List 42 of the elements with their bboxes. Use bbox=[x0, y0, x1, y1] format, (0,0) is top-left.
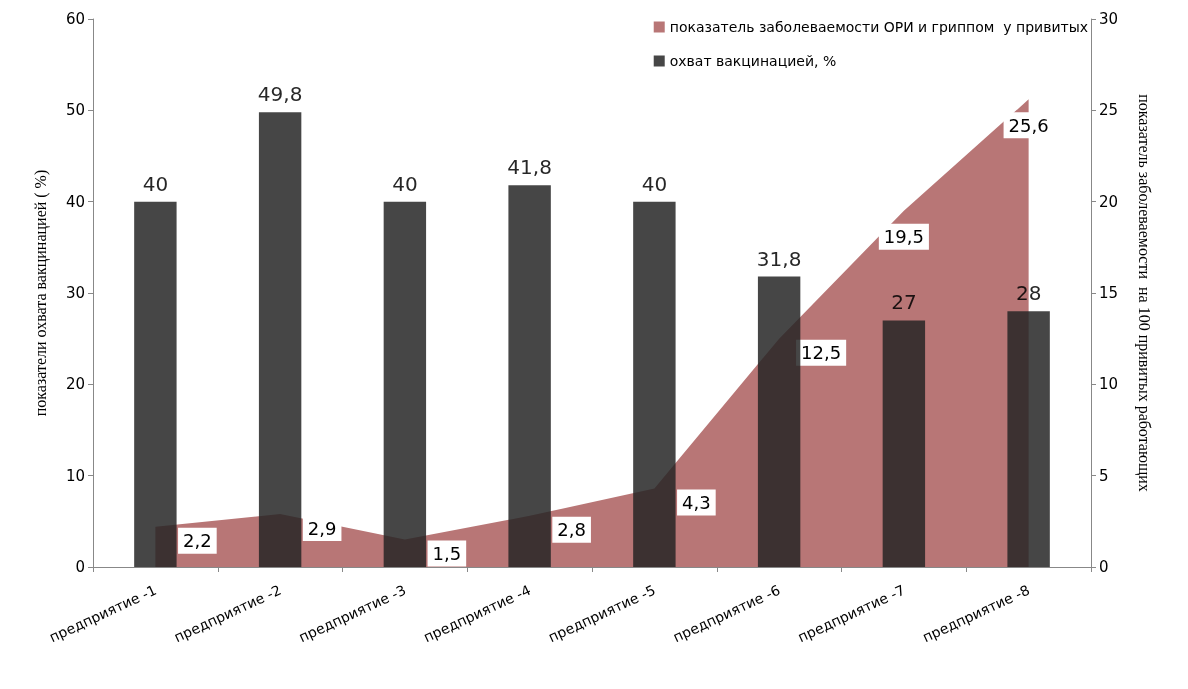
y2-tick-label: 0 bbox=[1099, 558, 1109, 576]
y2-tick-label: 20 bbox=[1099, 192, 1119, 211]
legend-label: охват вакцинацией, % bbox=[669, 53, 837, 69]
y-tick-label: 40 bbox=[65, 192, 85, 211]
data-label: 49,8 bbox=[257, 82, 303, 107]
bar bbox=[508, 185, 551, 567]
y2-tick-label: 30 bbox=[1099, 10, 1119, 28]
data-label: 40 bbox=[392, 171, 418, 196]
y-axis-title: показатели охвата вакцинацией ( %) bbox=[31, 169, 50, 417]
data-label: 31,8 bbox=[756, 246, 802, 271]
bar bbox=[1007, 311, 1050, 567]
data-label: 1,5 bbox=[432, 543, 462, 565]
bar bbox=[757, 276, 801, 567]
y-tick-label: 10 bbox=[65, 466, 85, 485]
data-label: 40 bbox=[641, 171, 668, 196]
data-label: 19,5 bbox=[883, 226, 924, 248]
y2-tick-label: 25 bbox=[1099, 101, 1119, 120]
y-tick-label: 30 bbox=[65, 284, 85, 302]
y2-tick-label: 10 bbox=[1099, 375, 1119, 394]
bar bbox=[258, 112, 302, 567]
data-label: 40 bbox=[142, 171, 169, 196]
data-label: 2,2 bbox=[183, 530, 212, 552]
data-label: 2,9 bbox=[307, 517, 337, 539]
data-label: 12,5 bbox=[801, 342, 842, 364]
legend-label: показатель заболеваемости ОРИ и гриппом у привитых bbox=[669, 19, 1088, 35]
bar bbox=[633, 201, 676, 567]
y-tick-label: 0 bbox=[75, 558, 85, 576]
data-label: 28 bbox=[1015, 281, 1042, 306]
y2-tick-label: 15 bbox=[1099, 284, 1119, 302]
bar bbox=[383, 201, 427, 567]
y-tick-label: 60 bbox=[65, 10, 85, 28]
y-tick-label: 50 bbox=[65, 101, 85, 120]
data-label: 4,3 bbox=[682, 491, 711, 513]
y2-tick-label: 5 bbox=[1099, 466, 1109, 485]
bar bbox=[882, 320, 926, 567]
data-label: 25,6 bbox=[1008, 114, 1049, 136]
data-label: 27 bbox=[891, 290, 917, 315]
data-label: 2,8 bbox=[557, 519, 586, 541]
data-label: 41,8 bbox=[507, 155, 552, 180]
y2-axis-title: показатель заболеваемости на 100 привитых работающих bbox=[1134, 94, 1153, 492]
bar bbox=[134, 201, 177, 567]
y-tick-label: 20 bbox=[65, 375, 85, 394]
